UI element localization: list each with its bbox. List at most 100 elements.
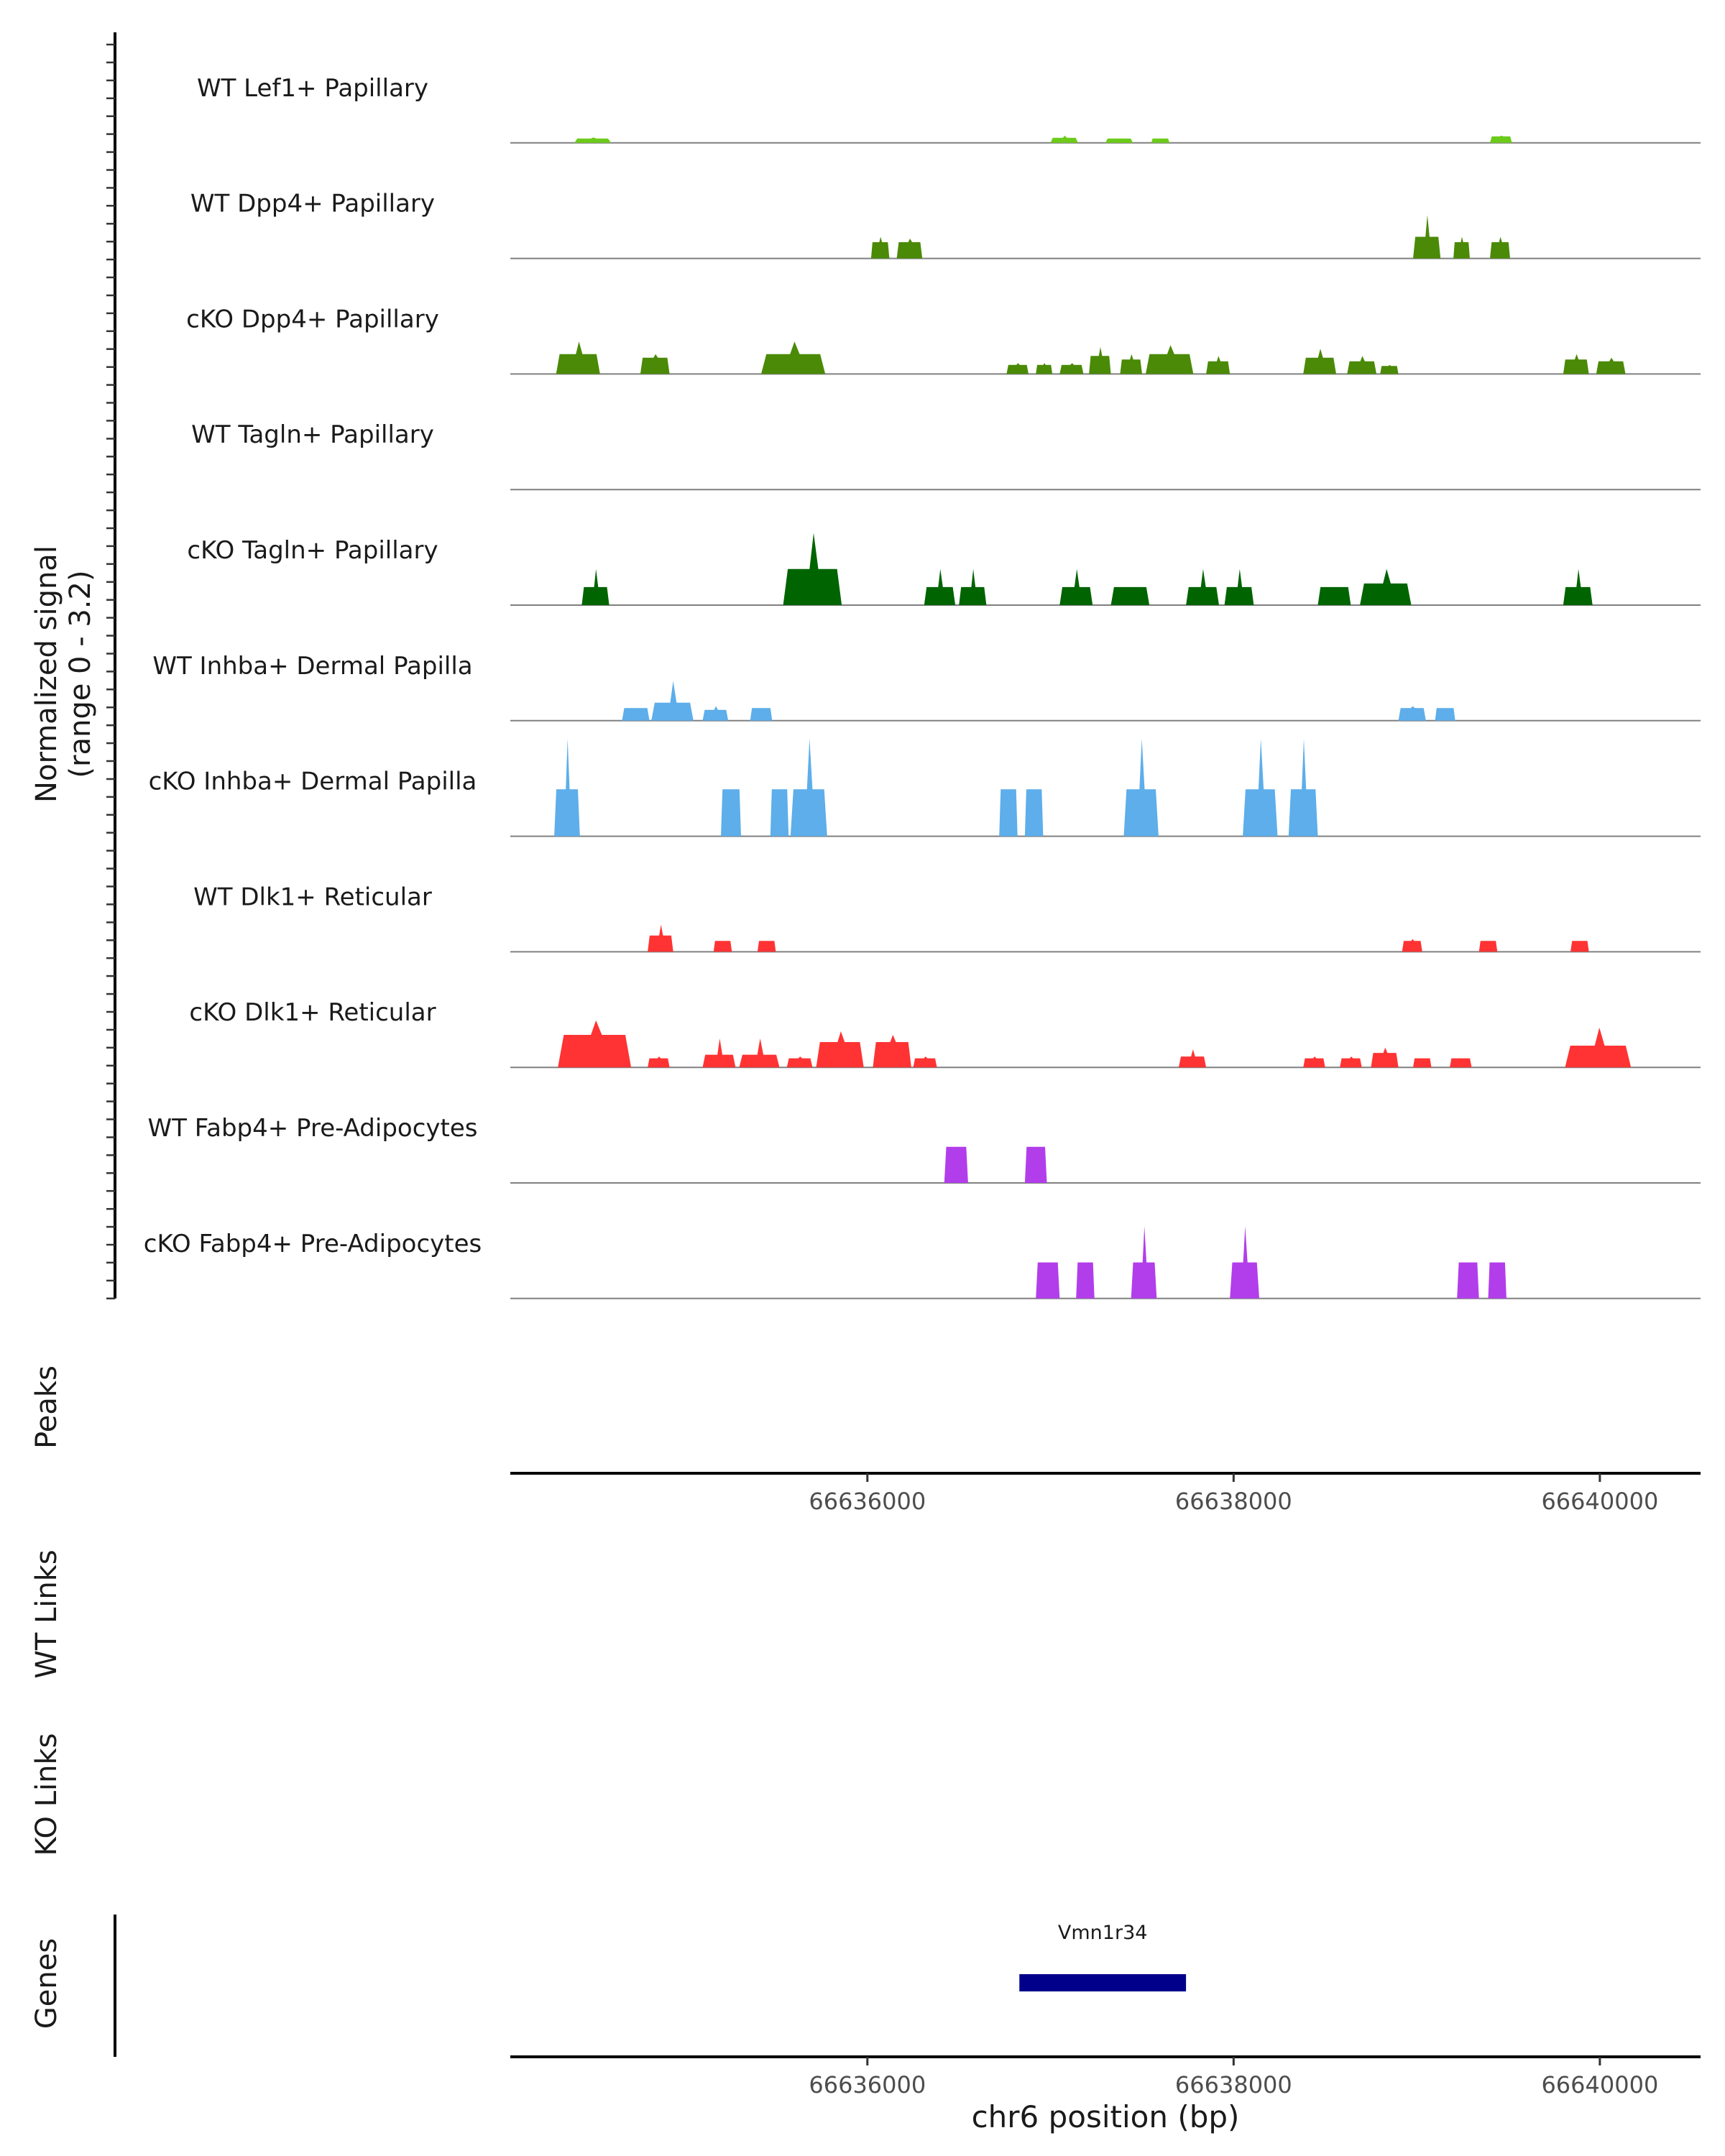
signal-peak [1360,568,1412,605]
signal-peak [554,738,580,837]
signal-peak [1036,363,1053,374]
signal-peak [1110,586,1150,605]
signal-peak [1230,1226,1259,1299]
signal-peak [1457,1262,1479,1299]
signal-peak [1303,349,1336,374]
signal-peak [648,924,673,952]
signal-peak [558,1020,632,1068]
signal-peak [1340,1056,1362,1068]
signal-peak [1224,568,1254,605]
signal-peak [1036,1262,1060,1299]
signal-peak [1596,357,1626,374]
signal-peak [622,708,650,721]
signal-peak [896,239,923,259]
peaks-tick-label: 66636000 [809,1488,926,1515]
signal-peak [1317,586,1351,605]
signal-peak [640,354,670,374]
signal-peak [1371,1047,1399,1068]
coverage-tracks: WT Lef1+ Papillary WT Dpp4+ Papillary cKO … [144,74,1701,1299]
signal-peak [702,706,729,721]
track-label: cKO Dpp4+ Papillary [186,305,439,333]
signal-peak [702,1038,736,1068]
signal-peak [1178,1049,1207,1068]
signal-peak [1478,941,1498,952]
signal-peak [1490,236,1510,259]
signal-peak [1347,356,1377,374]
signal-peak [581,568,610,605]
signal-peak [1413,215,1441,259]
track-7: WT Dlk1+ Reticular [193,883,1701,953]
signal-peak [1490,135,1512,143]
track-6: cKO Inhba+ Dermal Papilla [149,738,1701,837]
signal-peak [1186,568,1219,605]
signal-peak [648,1056,670,1068]
track-label: WT Fabp4+ Pre-Adipocytes [148,1114,478,1143]
signal-peak [999,789,1018,837]
signal-peak [1288,738,1318,837]
signal-peak [574,137,612,143]
genes-tick-label: 66640000 [1541,2071,1658,2099]
signal-peak [913,1056,937,1068]
coverage-ylabel-line1: Normalized signal [30,545,63,803]
peaks-panel-label: Peaks [30,1365,63,1449]
ko-links-label: KO Links [30,1733,63,1856]
signal-peak [1570,941,1589,952]
track-label: cKO Dlk1+ Reticular [189,998,436,1027]
signal-peak [651,681,694,721]
track-label: cKO Fabp4+ Pre-Adipocytes [144,1230,482,1258]
signal-peak [750,708,773,721]
signal-peak [1089,346,1111,374]
track-9: WT Fabp4+ Pre-Adipocytes [148,1114,1701,1184]
track-1: WT Dpp4+ Papillary [190,190,1701,259]
signal-peak [944,1146,968,1183]
signal-peak [816,1031,864,1068]
signal-peak [870,236,890,259]
signal-peak [1123,738,1159,837]
signal-peak [739,1038,780,1068]
peaks-tick-label: 66638000 [1175,1488,1292,1515]
signal-peak [1076,1262,1095,1299]
signal-peak [757,941,776,952]
genes-x-axis: 66636000 66638000 66640000 [510,2055,1701,2099]
signal-peak [959,568,987,605]
signal-peak [1450,1058,1472,1068]
track-10: cKO Fabp4+ Pre-Adipocytes [144,1226,1701,1299]
genes-tick-label: 66636000 [809,2071,926,2099]
track-label: WT Tagln+ Papillary [191,420,434,449]
signal-peak [1488,1262,1506,1299]
signal-peak [1105,138,1133,143]
peaks-x-axis: 66636000 66638000 66640000 [510,1472,1701,1515]
wt-links-label: WT Links [30,1549,63,1678]
signal-peak [786,1056,813,1068]
signal-peak [1206,356,1230,374]
signal-peak [1024,789,1044,837]
genes-panel-label: Genes [30,1938,63,2029]
signal-peak [1024,1146,1047,1183]
peaks-tick-label: 66640000 [1541,1488,1658,1515]
signal-peak [556,341,600,374]
track-label: WT Dpp4+ Papillary [190,190,435,218]
signal-peak [1146,345,1194,374]
signal-peak [713,941,732,952]
track-0: WT Lef1+ Papillary [197,74,1701,144]
gene-name: Vmn1r34 [1058,1922,1148,1944]
signal-peak [1402,939,1422,952]
track-2: cKO Dpp4+ Papillary [186,305,1701,375]
gene-body [1019,1974,1187,1991]
signal-peak [1120,354,1142,374]
signal-peak [1453,236,1470,259]
track-label: cKO Tagln+ Papillary [187,536,438,565]
signal-peak [1303,1056,1325,1068]
signal-peak [1563,354,1589,374]
track-5: WT Inhba+ Dermal Papilla [152,652,1701,722]
signal-peak [1398,706,1426,721]
track-3: WT Tagln+ Papillary [191,420,1701,491]
signal-peak [770,789,789,837]
coverage-ylabel-line2: (range 0 - 3.2) [64,570,97,778]
signal-peak [1563,568,1593,605]
signal-peak [761,341,826,374]
signal-peak [1006,363,1029,374]
signal-peak [1243,738,1278,837]
